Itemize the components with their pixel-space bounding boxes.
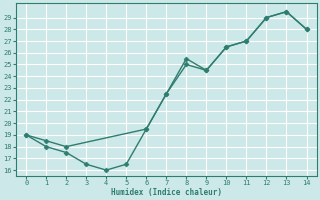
X-axis label: Humidex (Indice chaleur): Humidex (Indice chaleur): [111, 188, 222, 197]
